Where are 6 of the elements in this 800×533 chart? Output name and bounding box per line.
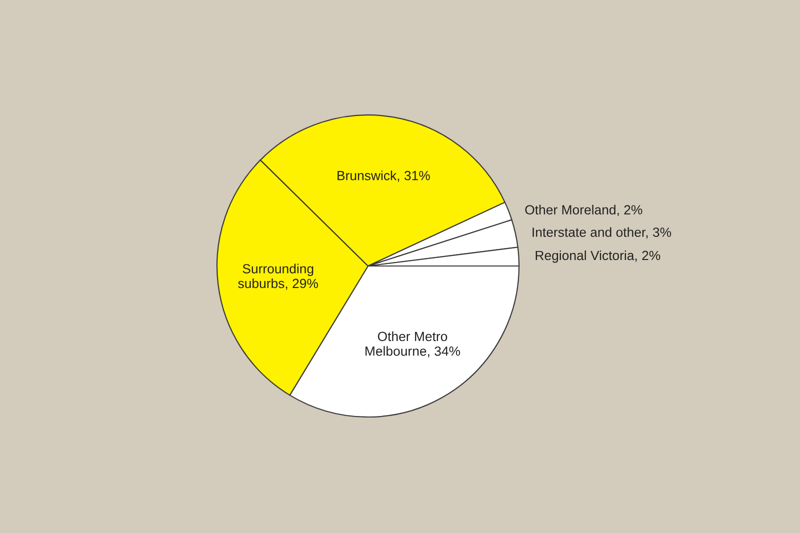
- slice-label: Other Metro Melbourne, 34%: [366, 331, 460, 358]
- slice-label: Other Moreland, 2%: [525, 204, 642, 216]
- slice-label: Brunswick, 31%: [338, 170, 430, 182]
- slice-label: Interstate and other, 3%: [532, 227, 672, 238]
- slice-label: Surrounding suburbs, 29%: [238, 264, 318, 290]
- slice-label: Regional Victoria, 2%: [536, 250, 660, 263]
